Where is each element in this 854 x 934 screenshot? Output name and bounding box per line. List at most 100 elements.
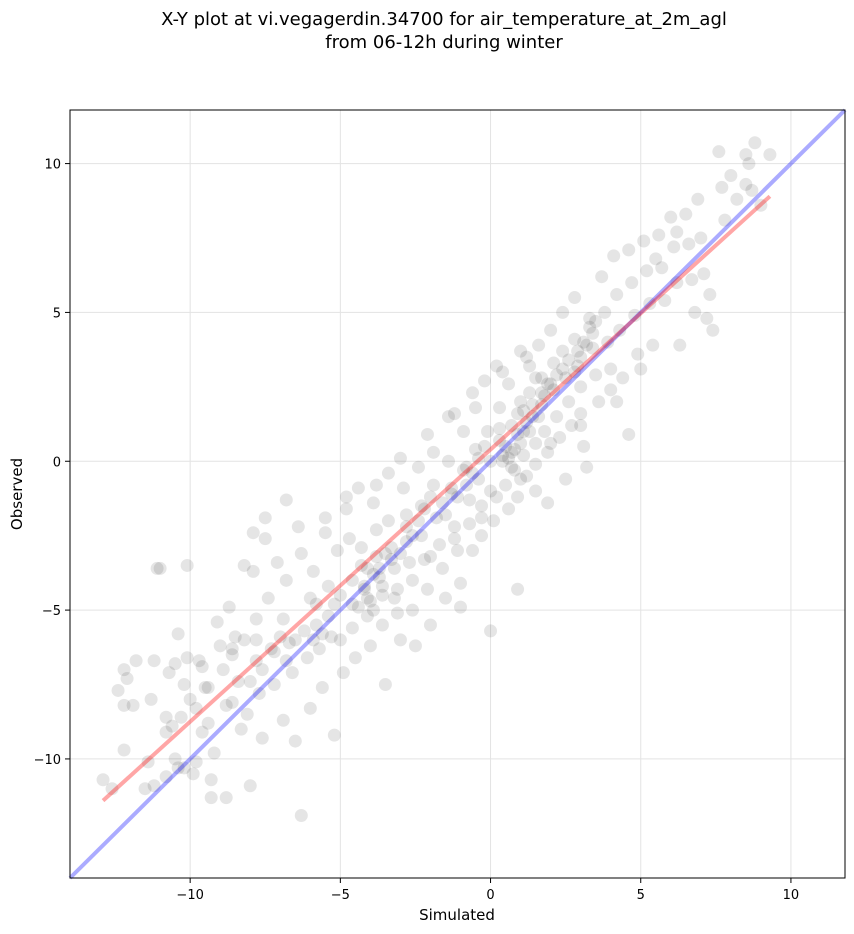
data-point — [264, 642, 278, 656]
data-point — [168, 657, 182, 671]
data-point — [517, 404, 531, 418]
data-point — [700, 311, 714, 325]
data-point — [553, 430, 567, 444]
data-point — [541, 377, 555, 391]
data-point — [532, 338, 546, 352]
data-point — [463, 493, 477, 507]
data-point — [505, 445, 519, 459]
data-point — [300, 651, 314, 665]
data-point — [589, 368, 603, 382]
data-point — [171, 627, 185, 641]
data-point — [438, 508, 452, 522]
data-point — [261, 591, 275, 605]
data-point — [535, 398, 549, 412]
identity-line — [68, 108, 847, 880]
data-point — [168, 752, 182, 766]
data-point — [375, 618, 389, 632]
data-point — [189, 701, 203, 715]
data-point — [559, 472, 573, 486]
data-point — [303, 701, 317, 715]
data-point — [544, 323, 558, 337]
data-point — [607, 249, 621, 263]
data-point — [207, 746, 221, 760]
data-point — [658, 294, 672, 308]
data-point — [306, 633, 320, 647]
data-point — [198, 680, 212, 694]
data-point — [279, 654, 293, 668]
data-point — [387, 561, 401, 575]
data-point — [432, 538, 446, 552]
data-point — [219, 791, 233, 805]
data-point — [345, 621, 359, 635]
data-point — [511, 582, 525, 596]
data-point — [174, 710, 188, 724]
data-point — [718, 213, 732, 227]
data-point — [375, 588, 389, 602]
data-point — [417, 502, 431, 516]
data-point — [240, 707, 254, 721]
data-point — [475, 529, 489, 543]
data-point — [649, 252, 663, 266]
data-point — [444, 487, 458, 501]
data-point — [204, 791, 218, 805]
data-point — [315, 627, 329, 641]
data-point — [393, 633, 407, 647]
data-point — [532, 410, 546, 424]
data-point — [369, 523, 383, 537]
data-point — [742, 157, 756, 171]
data-point — [351, 481, 365, 495]
data-point — [351, 600, 365, 614]
data-point — [694, 231, 708, 245]
data-point — [520, 350, 534, 364]
data-point — [592, 395, 606, 409]
data-point — [526, 410, 540, 424]
data-point — [360, 609, 374, 623]
data-point — [703, 288, 717, 302]
data-point — [487, 514, 501, 528]
data-point — [117, 743, 131, 757]
data-point — [390, 606, 404, 620]
data-point — [345, 597, 359, 611]
data-point — [589, 314, 603, 328]
data-point — [505, 460, 519, 474]
data-point — [327, 597, 341, 611]
data-point — [105, 782, 119, 796]
data-point — [309, 618, 323, 632]
data-point — [210, 615, 224, 629]
data-point — [120, 672, 134, 686]
data-point — [270, 555, 284, 569]
data-point — [246, 526, 260, 540]
data-point — [502, 502, 516, 516]
data-point — [754, 198, 768, 212]
data-point — [514, 395, 528, 409]
data-point — [405, 573, 419, 587]
data-point — [697, 267, 711, 281]
data-point — [336, 666, 350, 680]
data-point — [279, 493, 293, 507]
data-point — [366, 603, 380, 617]
data-point — [451, 490, 464, 504]
y-tick-label: −10 — [34, 753, 61, 768]
data-point — [369, 550, 383, 564]
data-point — [186, 767, 200, 781]
data-point — [399, 520, 413, 534]
y-tick-label: −5 — [42, 604, 61, 619]
data-point — [610, 288, 624, 302]
data-point — [574, 407, 588, 421]
data-point — [396, 481, 410, 495]
data-point — [411, 460, 425, 474]
data-point — [381, 466, 395, 480]
data-point — [402, 555, 416, 569]
data-point — [252, 686, 266, 700]
y-tick-label: 5 — [53, 306, 61, 321]
data-point — [568, 332, 582, 346]
data-point — [514, 472, 528, 486]
data-point — [622, 243, 636, 257]
x-tick-label: −10 — [176, 888, 203, 903]
data-point — [243, 779, 257, 793]
data-point — [541, 445, 555, 459]
data-point — [255, 731, 269, 745]
data-point — [447, 520, 461, 534]
data-point — [670, 225, 684, 239]
data-point — [441, 454, 455, 468]
